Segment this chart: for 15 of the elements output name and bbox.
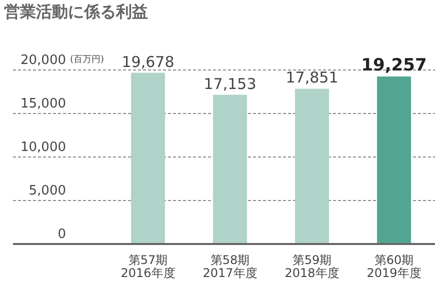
- x-tick-label: 第58期 2017年度: [202, 253, 258, 280]
- chart-title: 営業活動に係る利益: [4, 2, 148, 23]
- x-tick-label: 第60期 2019年度: [366, 253, 422, 280]
- x-tick-label: 第57期 2016年度: [120, 253, 176, 280]
- data-label: 19,257: [361, 55, 427, 76]
- x-tick-label: 第59期 2018年度: [284, 253, 340, 280]
- data-label: 17,851: [286, 68, 338, 87]
- y-axis-title: (百万円): [70, 54, 104, 66]
- y-tick-label: 5,000: [28, 184, 66, 198]
- y-tick-label: 15,000: [20, 96, 66, 112]
- y-tick-label: 0: [58, 227, 66, 242]
- y-tick-label: 20,000: [20, 53, 66, 68]
- data-label: 17,153: [204, 74, 256, 93]
- data-label: 19,678: [122, 52, 174, 71]
- y-tick-label: 10,000: [20, 140, 66, 155]
